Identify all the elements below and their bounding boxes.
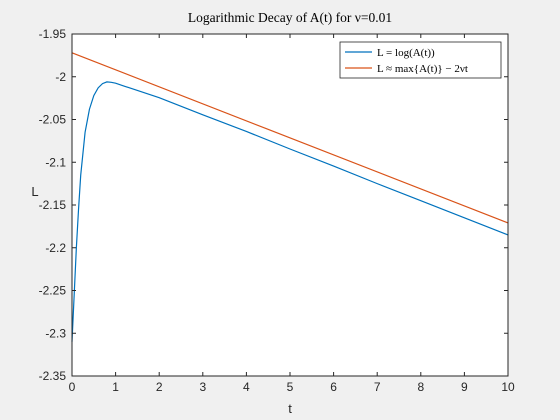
series-line-0 (71, 81, 509, 342)
x-tick-label: 5 (287, 380, 294, 394)
y-axis-label: L (31, 184, 38, 199)
x-tick-label: 8 (417, 380, 424, 394)
series-line-1 (71, 52, 509, 224)
y-tick-label: -2.1 (45, 155, 66, 169)
x-tick-label: 3 (199, 380, 206, 394)
x-tick-label: 10 (501, 380, 515, 394)
y-tick-label: -1.95 (39, 27, 67, 41)
legend: L = log(A(t)) L ≈ max{A(t)} − 2νt (339, 41, 502, 79)
x-tick-label: 7 (374, 380, 381, 394)
ticks-layer: 0 1 2 3 4 5 6 7 8 9 10 -2.35 -2.3 -2.25 -2.2 -2.15 -2.1 -… (39, 27, 515, 394)
y-tick-label: -2.25 (39, 284, 67, 298)
legend-box (339, 41, 502, 79)
y-tick-label: -2.05 (39, 113, 67, 127)
chart-title: Logarithmic Decay of A(t) for ν=0.01 (188, 10, 392, 25)
x-tick-label: 9 (461, 380, 468, 394)
plot-area (72, 34, 508, 376)
legend-entry-approx: L ≈ max{A(t)} − 2νt (377, 63, 468, 75)
series-layer (71, 52, 509, 342)
x-tick-label: 6 (330, 380, 337, 394)
x-axis-label: t (288, 401, 292, 416)
y-tick-label: -2.35 (39, 369, 67, 383)
y-tick-label: -2 (55, 70, 66, 84)
legend-entry-log: L = log(A(t)) (377, 47, 435, 59)
y-tick-label: -2.2 (45, 241, 66, 255)
y-tick-label: -2.15 (39, 198, 67, 212)
x-tick-label: 1 (112, 380, 119, 394)
y-tick-label: -2.3 (45, 326, 66, 340)
x-tick-label: 2 (156, 380, 163, 394)
x-tick-label: 4 (243, 380, 250, 394)
x-tick-label: 0 (69, 380, 76, 394)
